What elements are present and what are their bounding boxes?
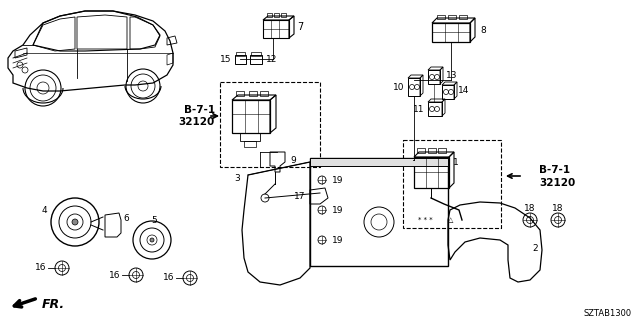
Bar bbox=[274, 13, 279, 17]
Bar bbox=[260, 91, 268, 96]
Text: 2: 2 bbox=[532, 244, 538, 252]
Bar bbox=[220, 82, 320, 167]
Text: 18: 18 bbox=[524, 204, 536, 212]
Text: 32120: 32120 bbox=[539, 178, 575, 188]
Text: SZTAB1300: SZTAB1300 bbox=[584, 308, 632, 317]
Bar bbox=[428, 148, 436, 153]
Text: 16: 16 bbox=[163, 274, 174, 283]
Bar bbox=[281, 13, 286, 17]
Text: 9: 9 bbox=[290, 156, 296, 164]
Text: 10: 10 bbox=[392, 83, 404, 92]
Bar bbox=[267, 13, 272, 17]
Bar bbox=[310, 158, 448, 166]
Text: 11: 11 bbox=[413, 105, 424, 114]
Text: FR.: FR. bbox=[42, 298, 65, 310]
Bar bbox=[250, 55, 262, 64]
Text: 32120: 32120 bbox=[179, 117, 215, 127]
Text: △: △ bbox=[448, 217, 453, 223]
Text: 19: 19 bbox=[332, 205, 344, 214]
Text: 17: 17 bbox=[294, 191, 305, 201]
Text: 18: 18 bbox=[552, 204, 564, 212]
Bar bbox=[236, 52, 245, 56]
Text: 7: 7 bbox=[297, 22, 303, 32]
Text: 6: 6 bbox=[123, 213, 129, 222]
Bar bbox=[251, 52, 261, 56]
Bar bbox=[249, 91, 257, 96]
Bar bbox=[244, 141, 256, 147]
Text: 16: 16 bbox=[35, 263, 46, 273]
Text: 16: 16 bbox=[109, 270, 120, 279]
Text: 3: 3 bbox=[234, 173, 240, 182]
Text: 19: 19 bbox=[332, 175, 344, 185]
Text: 12: 12 bbox=[266, 54, 277, 63]
Text: 13: 13 bbox=[446, 70, 458, 79]
Circle shape bbox=[150, 238, 154, 242]
Bar bbox=[236, 91, 244, 96]
Text: 5: 5 bbox=[151, 215, 157, 225]
Bar bbox=[459, 15, 467, 19]
Text: B-7-1: B-7-1 bbox=[184, 105, 215, 115]
Bar bbox=[310, 158, 448, 266]
Bar bbox=[448, 15, 456, 19]
Bar bbox=[438, 148, 446, 153]
Bar bbox=[235, 55, 246, 64]
Text: 15: 15 bbox=[220, 54, 231, 63]
Circle shape bbox=[72, 219, 78, 225]
Text: 14: 14 bbox=[458, 85, 469, 94]
Text: 19: 19 bbox=[332, 236, 344, 244]
Bar bbox=[240, 133, 260, 141]
Bar bbox=[403, 140, 501, 228]
Bar bbox=[437, 15, 445, 19]
Bar bbox=[417, 148, 425, 153]
Text: B-7-1: B-7-1 bbox=[539, 165, 570, 175]
Text: 8: 8 bbox=[480, 26, 486, 35]
Text: 4: 4 bbox=[42, 205, 47, 214]
Text: * * *: * * * bbox=[418, 217, 433, 223]
Text: 1: 1 bbox=[453, 157, 459, 166]
